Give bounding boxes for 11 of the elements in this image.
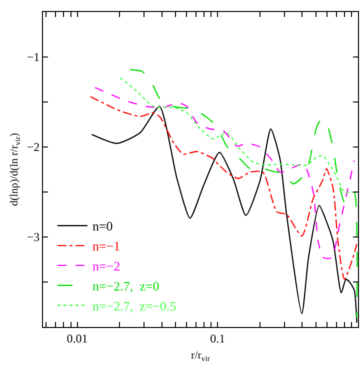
y-tick-label: −2: [26, 140, 40, 154]
x-axis-title: r/r$_{vir}$: [191, 350, 210, 363]
legend-label: n=−2.7, z=0: [92, 278, 160, 294]
y-tick-label: −1: [26, 50, 40, 64]
y-tick-label: −3: [26, 230, 40, 244]
legend-label: n=−2.7, z=−0.5: [92, 298, 176, 314]
legend-label: n=−2: [92, 258, 120, 274]
legend-label: n=−1: [92, 238, 120, 254]
x-tick-label: 0.01: [66, 331, 88, 346]
x-tick-label: 0.1: [210, 331, 226, 346]
legend-label: n=0: [92, 218, 113, 234]
